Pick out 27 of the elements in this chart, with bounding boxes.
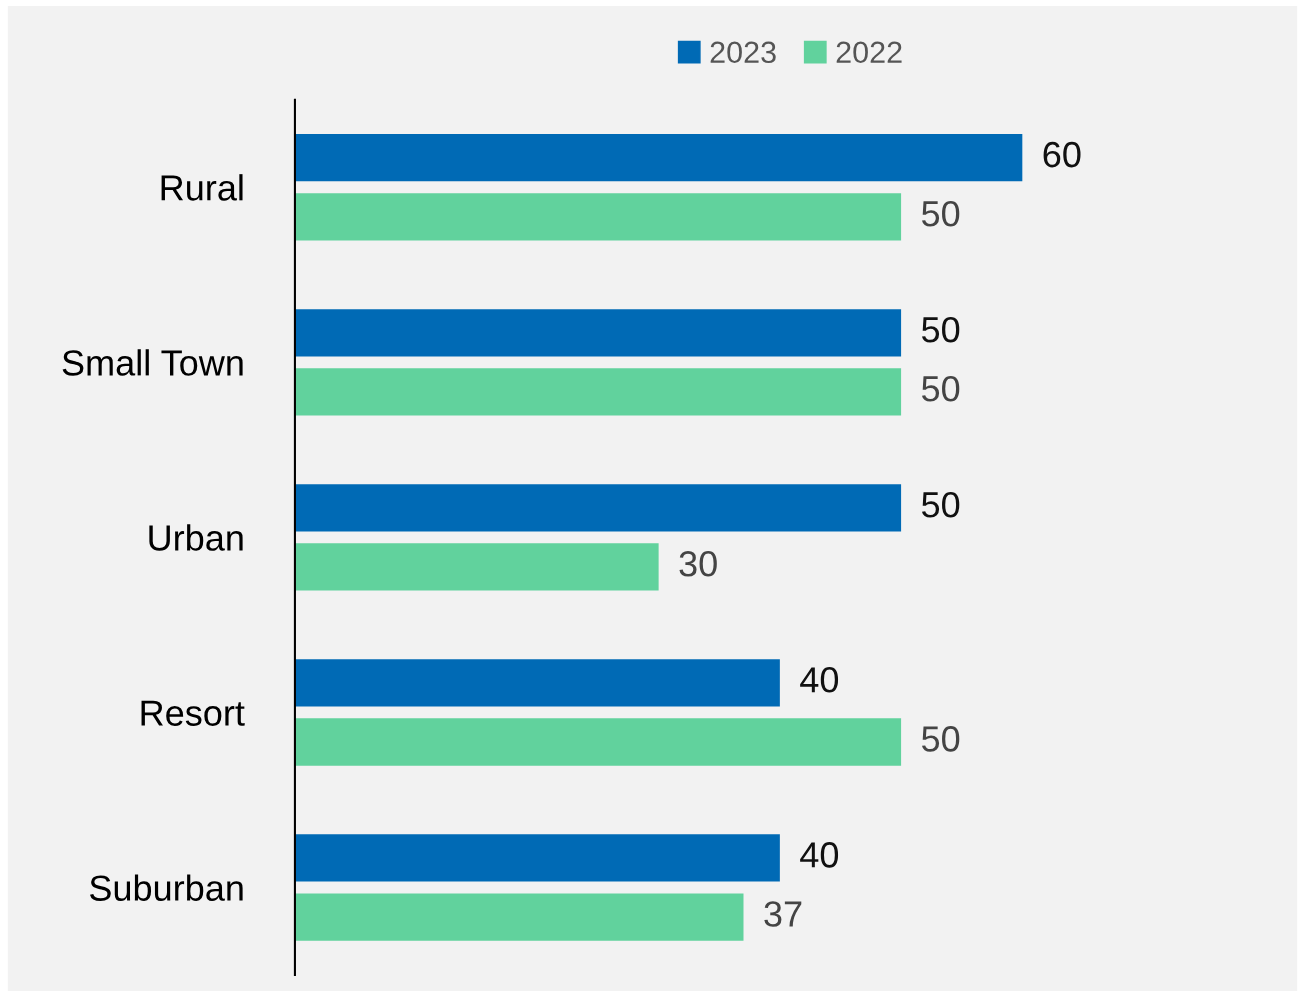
bar [294, 834, 780, 882]
data-label: 37 [764, 901, 802, 927]
y-tick-label: Small Town [62, 349, 243, 376]
bar [294, 893, 744, 941]
bar [294, 484, 902, 532]
data-label: 50 [921, 726, 960, 752]
bar [294, 134, 1023, 182]
data-label: 60 [1043, 141, 1081, 168]
legend-label: 2022 [836, 41, 902, 64]
data-label: 30 [679, 551, 717, 577]
y-tick-label: Urban [149, 524, 243, 551]
data-label: 50 [921, 316, 960, 343]
legend-label: 2023 [710, 41, 776, 64]
bar [294, 368, 902, 416]
bar [294, 718, 902, 766]
bar [294, 193, 902, 241]
y-tick-label: Rural [161, 174, 243, 201]
bar [294, 659, 780, 707]
y-tick-label: Resort [141, 700, 245, 726]
y-tick-label: Suburban [89, 874, 243, 901]
data-label: 50 [921, 375, 960, 402]
data-label: 50 [921, 200, 960, 227]
data-label: 40 [800, 842, 839, 868]
data-label: 50 [921, 491, 960, 518]
bar [294, 543, 659, 591]
data-label: 40 [800, 667, 839, 693]
bar [294, 309, 902, 357]
